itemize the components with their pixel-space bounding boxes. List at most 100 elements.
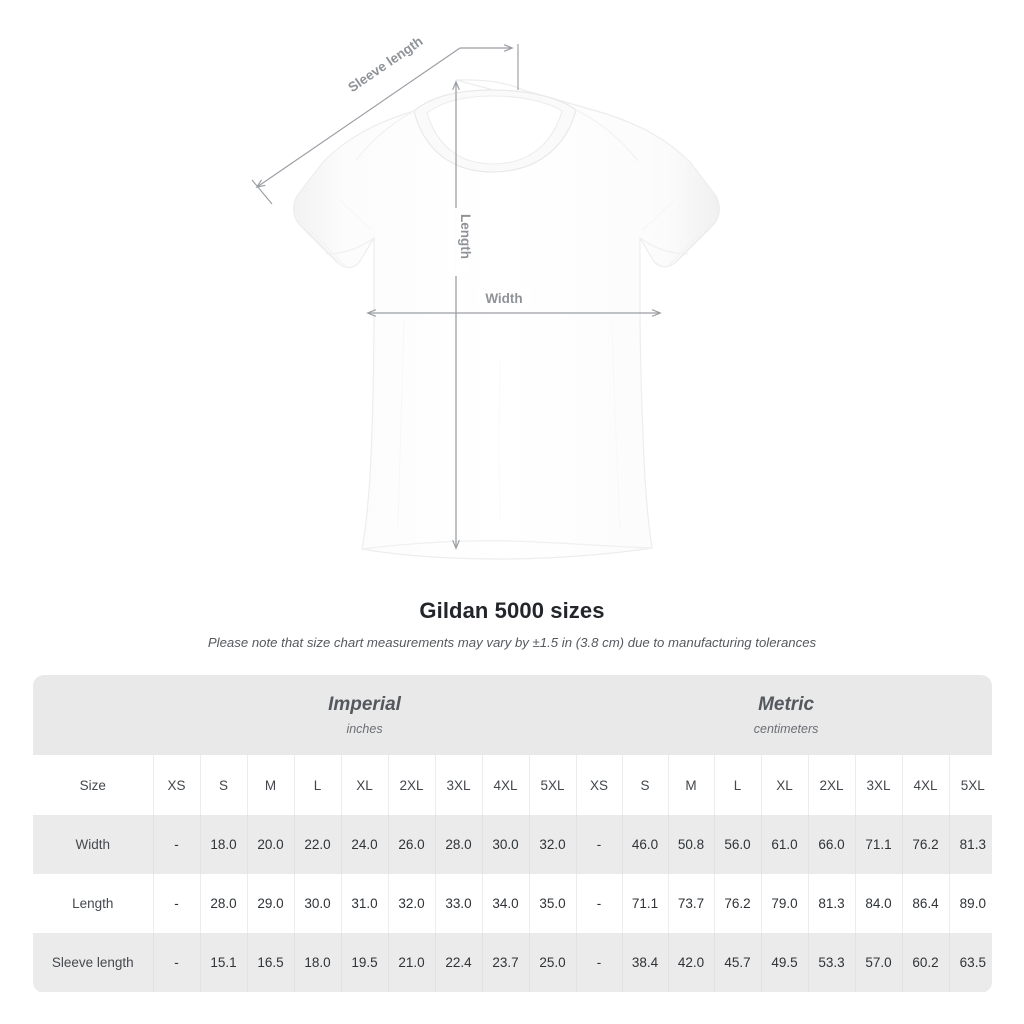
cell-length-imperial-xs: - xyxy=(152,874,200,933)
size-chart-table-container: Imperial inches Metric centimeters Size … xyxy=(33,675,992,993)
cell-sleeve-metric-5xl: 63.5 xyxy=(948,933,992,992)
size-header-imperial-m: M xyxy=(246,755,294,815)
cell-sleeve-metric-l: 45.7 xyxy=(713,933,762,992)
cell-length-metric-m: 73.7 xyxy=(667,874,715,933)
cell-length-imperial-2xl: 32.0 xyxy=(387,874,435,933)
cell-sleeve-imperial-5xl: 25.0 xyxy=(528,933,577,992)
length-label: Length xyxy=(458,214,473,259)
tolerance-note: Please note that size chart measurements… xyxy=(207,635,817,650)
cell-length-imperial-5xl: 35.0 xyxy=(528,874,577,933)
width-label-mask xyxy=(478,289,530,307)
cell-sleeve-metric-m: 42.0 xyxy=(667,933,715,992)
cell-sleeve-imperial-3xl: 22.4 xyxy=(434,933,482,992)
size-header-imperial-xs: XS xyxy=(152,755,200,815)
chart-heading: Gildan 5000 sizes Please note that size … xyxy=(0,596,1024,652)
cell-width-imperial-l: 22.0 xyxy=(293,815,341,874)
width-annotation: Width xyxy=(368,289,660,313)
size-header-metric-s: S xyxy=(621,755,669,815)
cell-width-imperial-s: 18.0 xyxy=(199,815,247,874)
unit-name-metric: Metric xyxy=(758,694,815,715)
cell-length-metric-5xl: 89.0 xyxy=(948,874,992,933)
cell-length-imperial-m: 29.0 xyxy=(246,874,294,933)
size-header-metric-m: M xyxy=(667,755,715,815)
size-header-imperial-xl: XL xyxy=(340,755,388,815)
size-header-metric-xs: XS xyxy=(575,755,623,815)
size-header-imperial-5xl: 5XL xyxy=(528,755,577,815)
table-row: Sleeve length - 15.1 16.5 18.0 19.5 21.0… xyxy=(33,933,992,992)
cell-sleeve-metric-xl: 49.5 xyxy=(760,933,809,992)
size-header-label: Size xyxy=(33,755,153,815)
cell-length-metric-4xl: 86.4 xyxy=(901,874,950,933)
length-label-mask xyxy=(448,208,467,276)
cell-width-metric-4xl: 76.2 xyxy=(901,815,950,874)
cell-width-metric-3xl: 71.1 xyxy=(854,815,903,874)
unit-name-imperial: Imperial xyxy=(328,694,401,715)
size-header-metric-5xl: 5XL xyxy=(948,755,992,815)
row-label-length: Length xyxy=(33,874,153,933)
cell-width-metric-5xl: 81.3 xyxy=(948,815,992,874)
cell-width-imperial-xl: 24.0 xyxy=(340,815,388,874)
size-header-metric-xl: XL xyxy=(760,755,809,815)
row-label-width: Width xyxy=(33,815,153,874)
cell-length-imperial-3xl: 33.0 xyxy=(434,874,482,933)
sleeve-length-diagonal-arrow xyxy=(257,47,461,187)
cell-width-metric-2xl: 66.0 xyxy=(807,815,856,874)
unit-header-spacer xyxy=(33,675,153,755)
cell-width-metric-xl: 61.0 xyxy=(760,815,809,874)
cell-width-imperial-4xl: 30.0 xyxy=(481,815,529,874)
cell-length-metric-xs: - xyxy=(575,874,623,933)
cell-sleeve-imperial-m: 16.5 xyxy=(246,933,294,992)
unit-header-metric: Metric centimeters xyxy=(576,675,992,755)
size-header-imperial-l: L xyxy=(293,755,341,815)
size-header-metric-3xl: 3XL xyxy=(854,755,903,815)
cell-length-metric-l: 76.2 xyxy=(713,874,762,933)
size-header-metric-2xl: 2XL xyxy=(807,755,856,815)
cell-sleeve-metric-2xl: 53.3 xyxy=(807,933,856,992)
cell-sleeve-imperial-2xl: 21.0 xyxy=(387,933,435,992)
unit-sub-imperial: inches xyxy=(346,722,383,736)
unit-header-row: Imperial inches Metric centimeters xyxy=(33,675,992,755)
cell-width-metric-m: 50.8 xyxy=(667,815,715,874)
size-header-imperial-3xl: 3XL xyxy=(434,755,482,815)
t-shirt-diagram: Sleeve length Length Width xyxy=(251,33,720,560)
table-row: Width - 18.0 20.0 22.0 24.0 26.0 28.0 30… xyxy=(33,815,992,874)
shirt-silhouette xyxy=(293,79,720,560)
cell-sleeve-imperial-xl: 19.5 xyxy=(340,933,388,992)
t-shirt-illustration: Sleeve length Length Width xyxy=(251,33,720,560)
size-header-metric-l: L xyxy=(713,755,762,815)
unit-header-imperial: Imperial inches xyxy=(153,675,577,755)
width-label: Width xyxy=(485,291,522,306)
size-header-imperial-2xl: 2XL xyxy=(387,755,435,815)
cell-width-metric-xs: - xyxy=(575,815,623,874)
cell-sleeve-metric-xs: - xyxy=(575,933,623,992)
size-header-imperial-4xl: 4XL xyxy=(481,755,529,815)
cell-length-metric-s: 71.1 xyxy=(621,874,669,933)
cell-width-imperial-3xl: 28.0 xyxy=(434,815,482,874)
unit-sub-metric: centimeters xyxy=(753,722,819,736)
cell-width-imperial-xs: - xyxy=(152,815,200,874)
cell-length-metric-2xl: 81.3 xyxy=(807,874,856,933)
sleeve-length-end-tick xyxy=(251,179,273,205)
size-header-row: Size XS S M L XL 2XL 3XL 4XL 5XL XS S M … xyxy=(33,755,992,815)
cell-length-metric-xl: 79.0 xyxy=(760,874,809,933)
table-row: Length - 28.0 29.0 30.0 31.0 32.0 33.0 3… xyxy=(33,874,992,933)
cell-sleeve-metric-s: 38.4 xyxy=(621,933,669,992)
cell-width-imperial-5xl: 32.0 xyxy=(528,815,577,874)
cell-width-imperial-2xl: 26.0 xyxy=(387,815,435,874)
cell-length-imperial-4xl: 34.0 xyxy=(481,874,529,933)
cell-width-metric-l: 56.0 xyxy=(713,815,762,874)
cell-length-imperial-l: 30.0 xyxy=(293,874,341,933)
sleeve-length-label: Sleeve length xyxy=(345,33,425,95)
cell-sleeve-imperial-xs: - xyxy=(152,933,200,992)
cell-sleeve-imperial-s: 15.1 xyxy=(199,933,247,992)
size-header-imperial-s: S xyxy=(199,755,247,815)
cell-width-metric-s: 46.0 xyxy=(621,815,669,874)
cell-length-metric-3xl: 84.0 xyxy=(854,874,903,933)
page-title: Gildan 5000 sizes xyxy=(419,598,605,623)
cell-length-imperial-xl: 31.0 xyxy=(340,874,388,933)
cell-sleeve-imperial-l: 18.0 xyxy=(293,933,341,992)
cell-sleeve-imperial-4xl: 23.7 xyxy=(481,933,529,992)
cell-sleeve-metric-3xl: 57.0 xyxy=(854,933,903,992)
cell-width-imperial-m: 20.0 xyxy=(246,815,294,874)
size-header-metric-4xl: 4XL xyxy=(901,755,950,815)
